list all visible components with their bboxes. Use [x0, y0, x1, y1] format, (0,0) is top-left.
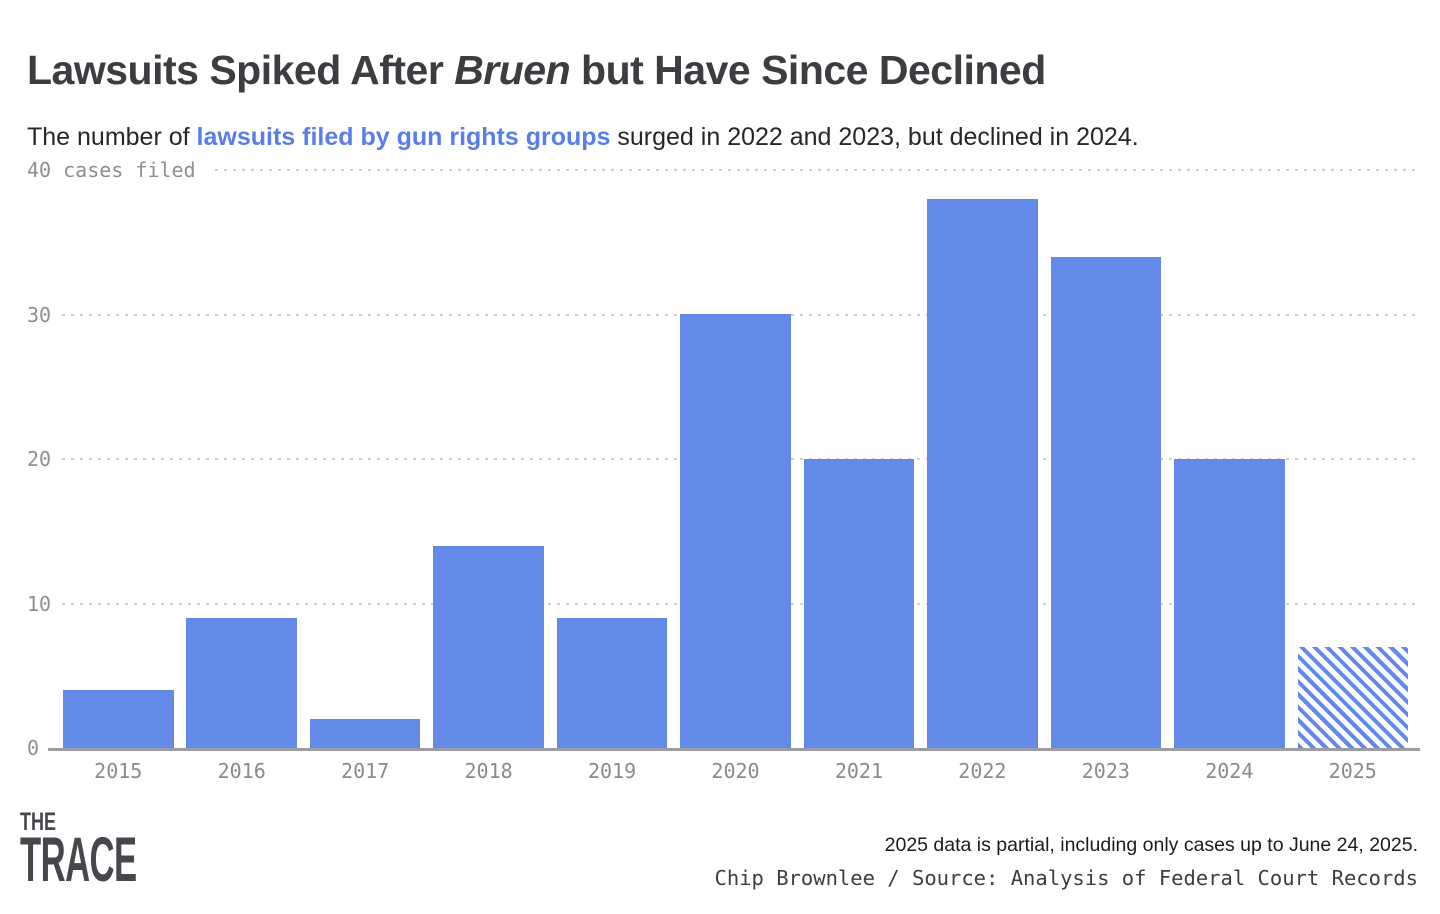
the-trace-logo: THE TRACE — [20, 808, 232, 895]
y-tick-label-10: 10 — [27, 591, 52, 616]
x-tick-label-2018: 2018 — [464, 759, 513, 783]
subtitle-link[interactable]: lawsuits filed by gun rights groups — [196, 123, 611, 151]
x-tick-label-2023: 2023 — [1081, 759, 1130, 783]
chart-subtitle: The number of lawsuits filed by gun righ… — [27, 122, 1139, 152]
y-tick-label-30: 30 — [27, 302, 52, 327]
bar-2016 — [186, 618, 297, 748]
bar-2015 — [63, 690, 174, 748]
bar-2024 — [1174, 459, 1285, 748]
bar-2022 — [927, 199, 1038, 748]
y-tick-label-20: 20 — [27, 447, 52, 471]
x-tick-label-2022: 2022 — [958, 759, 1007, 783]
bar-2020 — [680, 314, 791, 748]
bar-2023 — [1050, 257, 1162, 748]
bar-2017 — [309, 719, 421, 748]
x-tick-label-2021: 2021 — [834, 759, 884, 783]
x-tick-label-2024: 2024 — [1205, 759, 1254, 783]
chart-subtitle-suffix: surged in 2022 and 2023, but declined in… — [610, 123, 1139, 151]
bar-2025-partial-hatched — [1297, 647, 1408, 748]
bar-2018 — [433, 546, 544, 748]
chart-title-prefix: Lawsuits Spiked After — [27, 47, 455, 94]
gridline-y-40 — [215, 169, 1420, 171]
chart-title-emphasis: Bruen — [454, 47, 571, 94]
x-tick-label-2020: 2020 — [711, 759, 760, 783]
chart-subtitle-prefix: The number of — [27, 123, 197, 151]
logo-line-the: THE — [20, 808, 56, 836]
bar-2019 — [556, 618, 668, 748]
x-tick-label-2016: 2016 — [217, 759, 266, 783]
y-tick-label-40: 40 cases filed — [27, 158, 196, 182]
x-tick-label-2015: 2015 — [94, 759, 143, 783]
chart-title-suffix: but Have Since Declined — [570, 47, 1046, 94]
x-tick-label-2017: 2017 — [341, 759, 390, 783]
x-tick-label-2025: 2025 — [1328, 759, 1377, 783]
bar-2021 — [803, 459, 915, 748]
x-tick-label-2019: 2019 — [587, 759, 637, 783]
x-axis-baseline — [48, 748, 1420, 751]
chart-title: Lawsuits Spiked After Bruen but Have Sin… — [27, 45, 1046, 96]
y-tick-label-0: 0 — [27, 736, 40, 760]
source-credit: Chip Brownlee / Source: Analysis of Fede… — [714, 866, 1419, 890]
partial-data-note: 2025 data is partial, including only cas… — [884, 834, 1418, 856]
logo-line-trace: TRACE — [20, 825, 137, 895]
